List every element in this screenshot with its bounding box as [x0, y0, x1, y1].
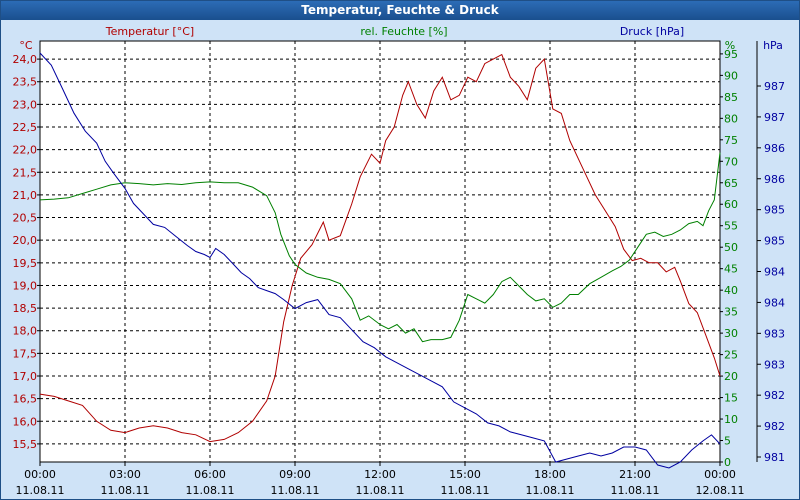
grid [40, 41, 720, 462]
date-tick-label: 11.08.11 [526, 484, 575, 497]
temperature-tick-label: 16,0 [13, 415, 38, 428]
pressure-ticks: 987 987 986 986 985 985 984 984 983 983 982 982 981 [756, 41, 785, 464]
series-lines [39, 52, 721, 469]
humidity-tick-label: 85 [724, 91, 738, 104]
pressure-tick-label: 984 [764, 266, 785, 279]
temperature-tick-label: 24,0 [13, 53, 38, 66]
humidity-axis-label: rel. Feuchte [%] [360, 25, 447, 38]
humidity-tick-label: 5 [724, 435, 731, 448]
humidity-tick-label: 70 [724, 155, 738, 168]
date-tick-label: 11.08.11 [16, 484, 65, 497]
humidity-tick-label: 95 [724, 48, 738, 61]
window-title: Temperatur, Feuchte & Druck [1, 1, 799, 20]
temperature-tick-label: 19,0 [13, 279, 38, 292]
humidity-tick-label: 80 [724, 112, 738, 125]
humidity-tick-label: 25 [724, 349, 738, 362]
temperature-tick-label: 23,5 [13, 76, 38, 89]
temperature-axis-label: Temperatur [°C] [105, 25, 194, 38]
time-tick-label: 06:00 [194, 468, 226, 481]
temperature-tick-label: 15,5 [13, 438, 38, 451]
pressure-tick-label: 981 [764, 451, 785, 464]
temperature-line [39, 53, 721, 443]
pressure-tick-label: 987 [764, 111, 785, 124]
date-tick-label: 11.08.11 [271, 484, 320, 497]
humidity-tick-label: 0 [724, 456, 731, 469]
pressure-axis-unit: hPa [763, 39, 783, 52]
humidity-tick-label: 30 [724, 327, 738, 340]
temperature-axis-unit: °C [19, 39, 33, 52]
date-tick-label: 12.08.11 [696, 484, 745, 497]
humidity-axis-unit: % [725, 39, 735, 52]
humidity-tick-label: 10 [724, 413, 738, 426]
date-tick-label: 11.08.11 [101, 484, 150, 497]
pressure-tick-label: 985 [764, 235, 785, 248]
time-tick-label: 03:00 [109, 468, 141, 481]
temperature-tick-label: 23,0 [13, 98, 38, 111]
pressure-tick-label: 986 [764, 142, 785, 155]
pressure-line [39, 52, 721, 469]
pressure-tick-label: 986 [764, 173, 785, 186]
date-tick-label: 11.08.11 [441, 484, 490, 497]
humidity-tick-label: 45 [724, 263, 738, 276]
time-tick-label: 12:00 [364, 468, 396, 481]
humidity-tick-label: 50 [724, 241, 738, 254]
temperature-tick-label: 17,5 [13, 347, 38, 360]
humidity-tick-label: 60 [724, 198, 738, 211]
pressure-tick-label: 983 [764, 327, 785, 340]
humidity-tick-label: 65 [724, 177, 738, 190]
humidity-tick-label: 20 [724, 370, 738, 383]
date-tick-label: 11.08.11 [611, 484, 660, 497]
pressure-tick-label: 987 [764, 80, 785, 93]
time-tick-label: 15:00 [449, 468, 481, 481]
humidity-tick-label: 55 [724, 220, 738, 233]
temperature-tick-label: 17,0 [13, 370, 38, 383]
pressure-tick-label: 982 [764, 420, 785, 433]
temperature-tick-label: 20,5 [13, 212, 38, 225]
temperature-tick-label: 22,5 [13, 121, 38, 134]
humidity-line [39, 152, 721, 343]
temperature-tick-label: 21,0 [13, 189, 38, 202]
pressure-tick-label: 985 [764, 204, 785, 217]
pressure-tick-label: 984 [764, 296, 785, 309]
time-tick-label: 21:00 [619, 468, 651, 481]
date-tick-label: 11.08.11 [356, 484, 405, 497]
temperature-ticks: 24,0 23,5 23,0 22,5 22,0 21,5 21,0 20,5 20,0 19,5… [13, 53, 40, 451]
temperature-tick-label: 21,5 [13, 166, 38, 179]
humidity-tick-label: 75 [724, 134, 738, 147]
pressure-tick-label: 983 [764, 358, 785, 371]
pressure-axis-label: Druck [hPa] [620, 25, 684, 38]
temperature-tick-label: 22,0 [13, 144, 38, 157]
humidity-tick-label: 90 [724, 69, 738, 82]
time-tick-label: 18:00 [534, 468, 566, 481]
humidity-tick-label: 35 [724, 306, 738, 319]
temperature-tick-label: 18,0 [13, 325, 38, 338]
humidity-tick-label: 15 [724, 392, 738, 405]
time-tick-label: 00:00 [704, 468, 736, 481]
pressure-tick-label: 982 [764, 389, 785, 402]
temperature-tick-label: 19,5 [13, 257, 38, 270]
temperature-tick-label: 16,5 [13, 393, 38, 406]
date-tick-label: 11.08.11 [186, 484, 235, 497]
humidity-tick-label: 40 [724, 284, 738, 297]
time-tick-label: 00:00 [24, 468, 56, 481]
temperature-tick-label: 20,0 [13, 234, 38, 247]
time-ticks: 00:00 11.08.11 03:00 11.08.11 06:00 11.08.11 0… [16, 462, 745, 497]
time-tick-label: 09:00 [279, 468, 311, 481]
temperature-tick-label: 18,5 [13, 302, 38, 315]
